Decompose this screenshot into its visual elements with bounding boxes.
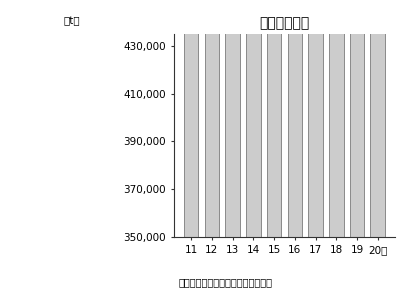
Bar (287, 0, 301, 237)
Bar (370, 0, 384, 237)
Bar (308, 0, 322, 237)
Bar (184, 0, 198, 237)
Bar (266, 0, 281, 237)
Title: 出荷量の推移: 出荷量の推移 (258, 16, 309, 30)
Text: （t）: （t） (63, 16, 80, 26)
Text: 出典：全国味噌工業協同組合連合会: 出典：全国味噌工業協同組合連合会 (178, 277, 272, 287)
Bar (245, 0, 260, 237)
Bar (204, 0, 219, 237)
Bar (349, 0, 363, 237)
Bar (328, 0, 343, 237)
Bar (225, 0, 239, 237)
